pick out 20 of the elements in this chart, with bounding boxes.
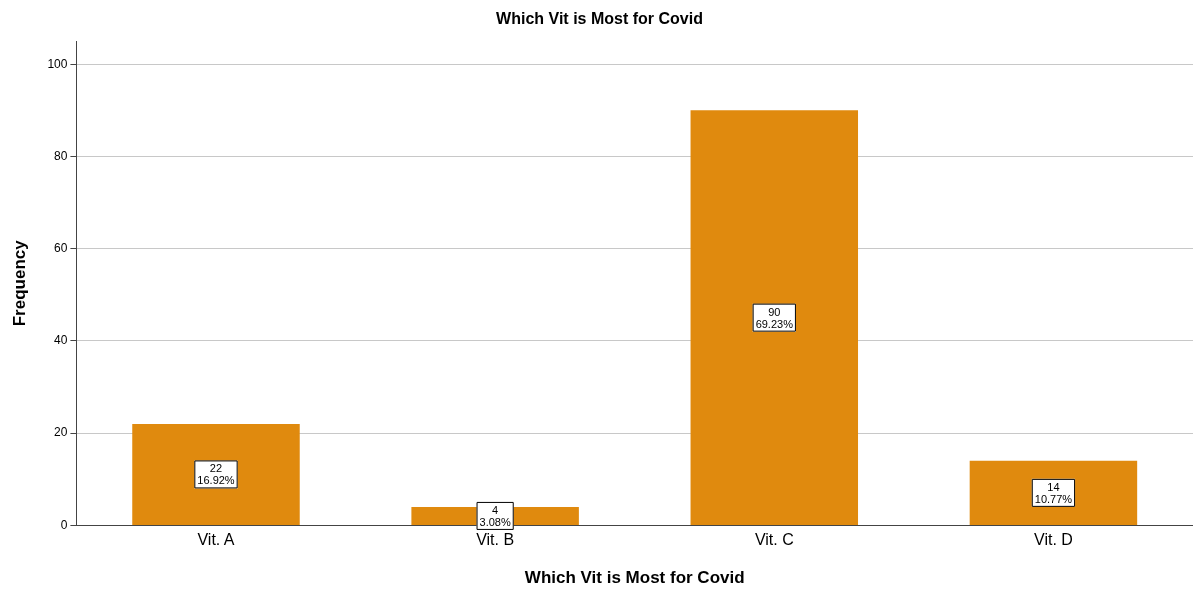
data-label: 4 3.08%: [479, 503, 511, 528]
x-tick-label: Vit. D: [1034, 531, 1073, 549]
data-label: 14 10.77%: [1034, 480, 1073, 505]
data-label: 90 69.23%: [755, 305, 794, 330]
chart-title: Which Vit is Most for Covid: [496, 10, 703, 28]
y-axis-title: Frequency: [9, 239, 29, 327]
y-tick-label: 60: [54, 241, 68, 256]
bar: [690, 110, 859, 525]
y-tick-label: 80: [54, 148, 68, 163]
x-tick-label: Vit. C: [754, 531, 794, 549]
x-axis-title: Which Vit is Most for Covid: [524, 568, 745, 588]
y-tick-label: 40: [54, 333, 68, 348]
y-tick-label: 20: [54, 425, 68, 440]
bar: [969, 460, 1138, 525]
x-tick-label: Vit. B: [476, 531, 515, 549]
y-tick-label: 0: [60, 517, 68, 532]
y-tick-label: 100: [47, 56, 68, 71]
bar: [132, 423, 300, 525]
data-label: 22 16.92%: [197, 462, 235, 487]
x-tick-label: Vit. A: [197, 531, 235, 549]
